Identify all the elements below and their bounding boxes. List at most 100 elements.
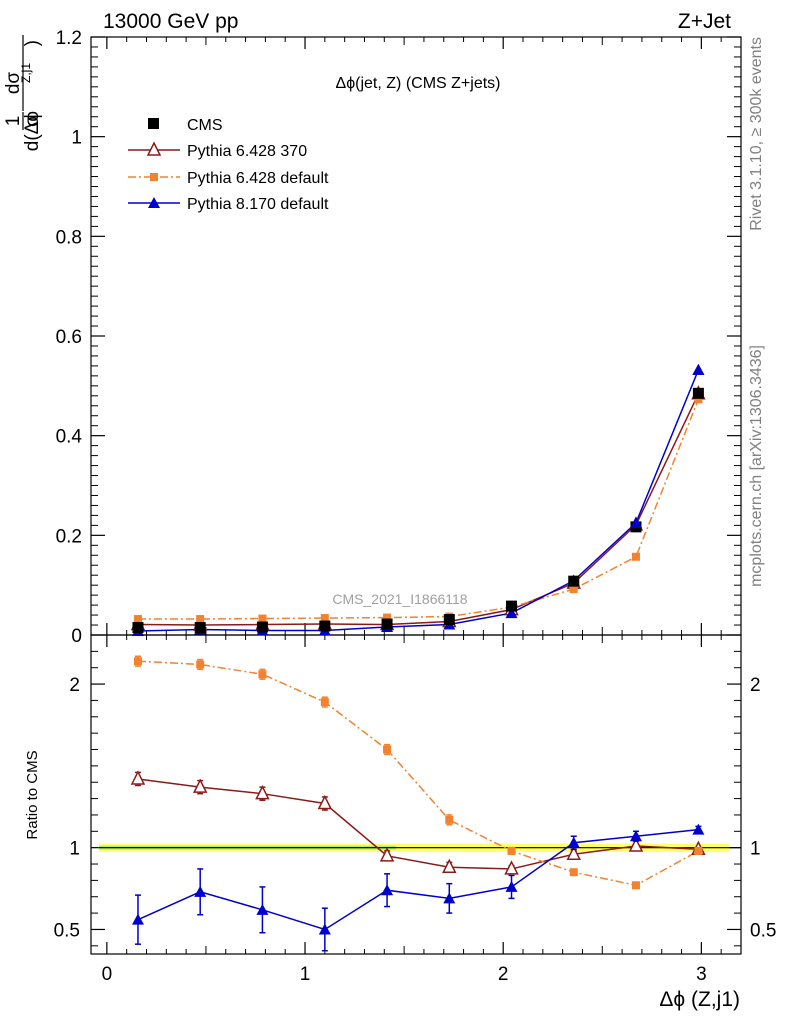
ratio-line-pythia-6-428-default	[137, 660, 699, 887]
legend-marker-pythia8-default	[148, 197, 160, 208]
main-point-pythia-6-428-default	[569, 585, 578, 594]
y-tick-label: 0	[71, 626, 82, 647]
ratio-y-axis-title: Ratio to CMS	[24, 750, 41, 839]
main-point-cms	[443, 614, 455, 626]
ratio-point-pythia-8-170-default	[629, 830, 642, 842]
ratio-y-tick-label-left: 0.5	[54, 920, 80, 941]
y-tick-label: 0.2	[56, 526, 82, 547]
legend: CMS Pythia 6.428 370 Pythia 6.428 defaul…	[128, 117, 329, 213]
main-point-cms	[568, 575, 580, 587]
ratio-point-pythia-8-170-default	[381, 884, 394, 896]
ratio-point-pythia-8-170-default	[567, 836, 580, 848]
ratio-plot-frame	[90, 634, 742, 955]
ratio-point-pythia-8-170-default	[318, 923, 331, 935]
main-point-cms	[506, 600, 518, 612]
x-tick-label: 2	[498, 964, 509, 985]
ratio-point-pythia-6-428-370	[192, 778, 208, 793]
ratio-line-pythia-8-170-default	[137, 828, 699, 931]
ratio-point-pythia-6-428-default	[694, 846, 703, 855]
y-title-numerator: dσ	[3, 72, 24, 95]
y-tick-label: 1	[71, 128, 82, 149]
y-title-close: )	[22, 40, 43, 46]
main-point-cms	[194, 622, 206, 634]
ratio-point-pythia-6-428-default	[133, 657, 142, 666]
ratio-y-tick-label-right: 2	[750, 675, 761, 696]
ratio-point-pythia-8-170-default	[443, 892, 456, 904]
y-tick-label: 0.4	[56, 427, 83, 448]
analysis-watermark: CMS_2021_I1866118	[332, 591, 467, 607]
main-point-pythia-6-428-default	[196, 615, 205, 624]
main-point-pythia-8-170-default	[629, 516, 642, 528]
y-tick-label: 1.2	[56, 28, 82, 49]
main-point-cms	[132, 622, 144, 634]
x-axis-title: Δϕ (Z,j1)	[659, 988, 740, 1011]
main-line-pythia-6-428-370	[137, 393, 700, 626]
legend-marker-pythia6-370	[146, 141, 162, 156]
main-point-pythia-8-170-default	[505, 607, 518, 619]
ratio-point-pythia-6-428-370	[255, 785, 270, 800]
ratio-point-pythia-6-428-default	[445, 815, 454, 824]
legend-item-pythia6-370: Pythia 6.428 370	[128, 141, 307, 160]
main-point-pythia-6-428-default	[694, 395, 703, 404]
y-tick-label: 0.8	[56, 227, 82, 248]
ratio-point-pythia-6-428-default	[631, 881, 640, 890]
legend-item-pythia8-default: Pythia 8.170 default	[128, 196, 329, 213]
main-point-cms	[692, 387, 704, 399]
legend-label-pythia8-default: Pythia 8.170 default	[187, 196, 329, 213]
main-line-pythia-6-428-default	[137, 399, 700, 620]
main-point-cms	[256, 621, 268, 633]
main-point-cms	[381, 618, 393, 630]
y-title-superscript: Z,j1	[19, 63, 33, 83]
ratio-point-pythia-6-428-default	[507, 846, 516, 855]
ratio-point-pythia-6-428-370	[379, 847, 395, 862]
ratio-y-tick-label-left: 1	[69, 839, 80, 860]
main-point-pythia-6-428-default	[133, 615, 142, 624]
legend-item-pythia6-default: Pythia 6.428 default	[128, 170, 329, 187]
main-point-pythia-6-428-default	[631, 552, 640, 561]
ratio-point-pythia-8-170-default	[256, 903, 269, 915]
ratio-point-pythia-6-428-default	[383, 745, 392, 754]
legend-label-cms: CMS	[187, 117, 223, 134]
ratio-point-pythia-6-428-370	[628, 837, 644, 852]
ratio-point-pythia-8-170-default	[505, 880, 518, 892]
main-line-pythia-8-170-default	[137, 369, 700, 632]
ratio-point-pythia-6-428-default	[258, 670, 267, 679]
ratio-line-pythia-6-428-370	[137, 778, 699, 870]
mcplots-label: mcplots.cern.ch [arXiv:1306.3436]	[748, 345, 765, 587]
main-point-pythia-6-428-default	[258, 614, 267, 623]
plot-title: Δϕ(jet, Z) (CMS Z+jets)	[336, 75, 501, 92]
legend-label-pythia6-default: Pythia 6.428 default	[187, 170, 329, 187]
x-tick-label: 3	[696, 964, 707, 985]
ratio-point-pythia-6-428-default	[196, 660, 205, 669]
rivet-label: Rivet 3.1.10, ≥ 300k events	[748, 37, 765, 231]
legend-marker-pythia6-default	[150, 173, 158, 181]
main-point-pythia-6-428-default	[320, 614, 329, 623]
main-y-axis-title: 1 σ dσ d(Δϕ Z,j1 )	[3, 35, 43, 151]
ratio-y-tick-label-right: 1	[750, 839, 761, 860]
ratio-point-pythia-8-170-default	[131, 913, 144, 925]
ratio-point-pythia-6-428-370	[442, 858, 457, 874]
main-point-pythia-8-170-default	[692, 363, 705, 375]
main-point-pythia-6-428-default	[383, 613, 392, 622]
ratio-point-pythia-6-428-default	[569, 868, 578, 877]
y-title-prefix-den: σ	[22, 115, 43, 127]
ratio-point-pythia-6-428-370	[566, 845, 581, 860]
ratio-point-pythia-6-428-370	[317, 794, 333, 810]
ratio-y-tick-label-left: 2	[69, 675, 80, 696]
y-tick-label: 0.6	[56, 327, 82, 348]
main-point-cms	[319, 620, 331, 632]
ratio-point-pythia-8-170-default	[692, 823, 705, 835]
energy-label: 13000 GeV pp	[103, 10, 238, 33]
ratio-point-pythia-8-170-default	[194, 885, 207, 897]
ratio-y-tick-label-right: 0.5	[750, 920, 776, 941]
y-title-prefix-num: 1	[3, 116, 24, 127]
x-tick-label: 1	[300, 964, 311, 985]
x-tick-label: 0	[102, 964, 113, 985]
y-title-denominator: d(Δϕ	[22, 111, 43, 151]
legend-marker-cms	[148, 118, 159, 129]
ratio-point-pythia-6-428-370	[504, 860, 519, 875]
ratio-point-pythia-6-428-370	[130, 770, 146, 785]
ratio-point-pythia-6-428-default	[320, 698, 329, 707]
process-label: Z+Jet	[678, 10, 731, 33]
